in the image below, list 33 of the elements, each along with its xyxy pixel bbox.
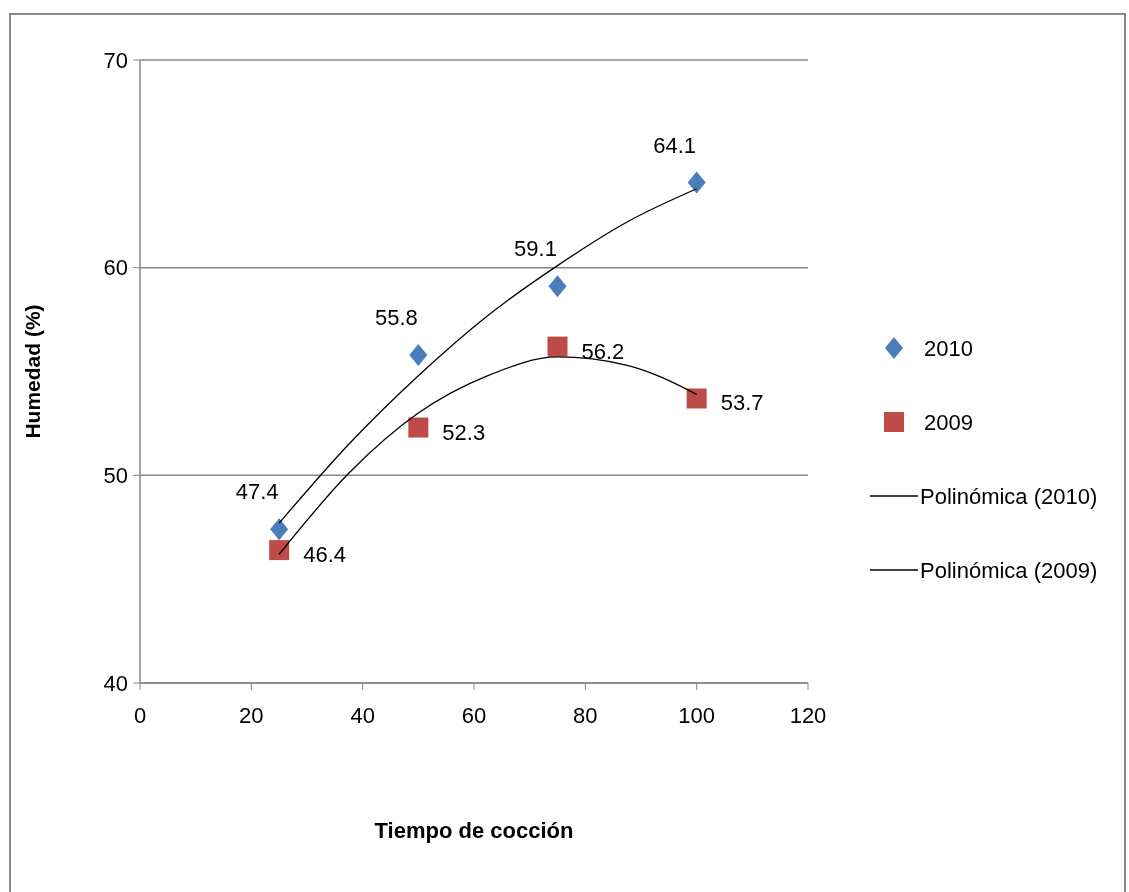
point	[269, 540, 290, 561]
data-label: 46.4	[303, 542, 346, 568]
x-axis-title: Tiempo de cocción	[374, 818, 574, 843]
point	[270, 518, 289, 541]
x-tick-label: 60	[461, 703, 487, 728]
x-tick-label: 0	[133, 703, 147, 728]
y-tick-label: 40	[103, 670, 128, 696]
point	[548, 275, 567, 298]
data-label: 47.4	[235, 479, 279, 505]
point	[686, 388, 707, 409]
x-tick-label: 80	[573, 703, 598, 728]
legend-label: Polinómica (2010)	[920, 483, 1098, 509]
y-tick-label: 60	[103, 255, 128, 281]
x-tick-label: 20	[239, 703, 264, 728]
x-tick-label: 40	[350, 703, 375, 728]
point	[408, 417, 429, 438]
y-tick-label: 70	[103, 47, 128, 73]
x-tick-label: 120	[789, 703, 827, 728]
data-label: 52.3	[442, 419, 486, 445]
data-label: 53.7	[720, 390, 764, 416]
y-axis-title: Humedad (%)	[21, 304, 44, 439]
point	[687, 171, 706, 194]
point	[547, 336, 568, 357]
point	[409, 343, 428, 366]
y-tick-label: 50	[103, 463, 128, 489]
x-tick-label: 100	[678, 703, 716, 728]
legend-label: Polinómica (2009)	[920, 557, 1098, 583]
legend-label: 2010	[924, 335, 973, 361]
data-label: 64.1	[653, 132, 697, 158]
legend-label: 2009	[924, 409, 973, 435]
data-label: 59.1	[514, 236, 557, 262]
data-label: 56.2	[581, 338, 625, 364]
data-label: 55.8	[374, 304, 418, 330]
